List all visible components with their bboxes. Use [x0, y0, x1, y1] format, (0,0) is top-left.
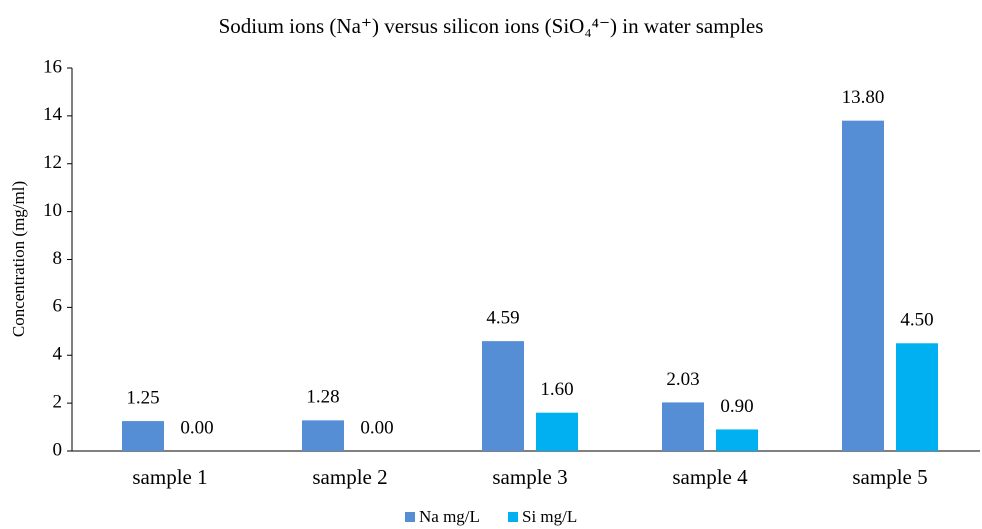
y-tick-label: 10 — [43, 200, 62, 221]
data-label: 0.00 — [180, 417, 213, 438]
data-label: 4.59 — [486, 307, 519, 328]
x-tick-label: sample 5 — [852, 465, 927, 489]
data-label: 1.60 — [540, 379, 573, 400]
y-tick-label: 2 — [53, 391, 63, 412]
data-label: 4.50 — [900, 310, 933, 331]
x-tick-label: sample 3 — [492, 465, 567, 489]
bar — [482, 341, 524, 451]
legend-swatch — [508, 512, 518, 522]
legend-swatch — [405, 512, 415, 522]
data-label: 0.00 — [360, 417, 393, 438]
bar — [896, 343, 938, 451]
bar — [122, 421, 164, 451]
bar — [716, 429, 758, 451]
y-tick-label: 12 — [43, 152, 62, 173]
x-tick-label: sample 4 — [672, 465, 748, 489]
legend-label: Si mg/L — [522, 507, 577, 526]
chart-title: Sodium ions (Na⁺) versus silicon ions (S… — [219, 14, 764, 38]
data-label: 0.90 — [720, 396, 753, 417]
bar — [662, 402, 704, 451]
y-tick-label: 8 — [53, 248, 63, 269]
bar — [302, 420, 344, 451]
y-tick-label: 14 — [43, 104, 63, 125]
y-tick-label: 16 — [43, 56, 62, 77]
x-tick-label: sample 1 — [132, 465, 207, 489]
data-label: 1.28 — [306, 387, 339, 408]
legend-label: Na mg/L — [419, 507, 480, 526]
data-label: 1.25 — [126, 387, 159, 408]
x-tick-label: sample 2 — [312, 465, 387, 489]
y-tick-label: 4 — [53, 344, 63, 365]
bar — [842, 120, 884, 451]
y-tick-label: 6 — [53, 296, 63, 317]
y-axis-label: Concentration (mg/ml) — [9, 181, 28, 337]
data-label: 2.03 — [666, 369, 699, 390]
y-tick-label: 0 — [53, 439, 63, 460]
bar — [536, 412, 578, 451]
data-label: 13.80 — [842, 87, 885, 108]
